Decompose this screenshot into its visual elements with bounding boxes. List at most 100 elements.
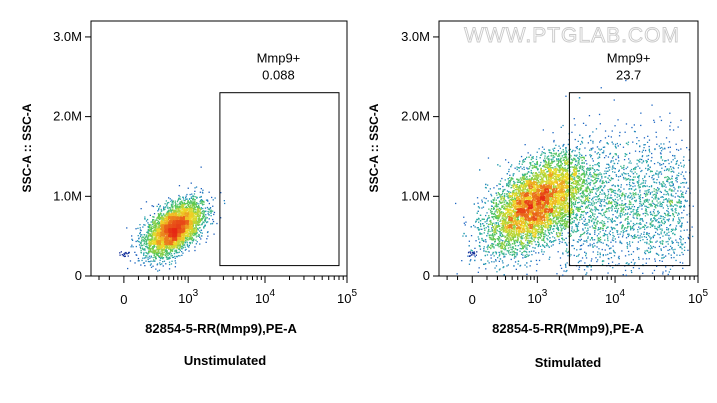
event-dot xyxy=(171,256,174,259)
event-dot xyxy=(686,147,688,149)
event-dot xyxy=(596,260,598,263)
event-dot xyxy=(183,228,185,231)
event-dot xyxy=(159,255,161,257)
event-dot xyxy=(582,222,584,225)
event-dot xyxy=(590,139,592,142)
event-dot xyxy=(141,247,144,249)
event-dot xyxy=(185,231,188,233)
event-dot xyxy=(173,216,175,218)
event-dot xyxy=(152,247,154,250)
event-dot xyxy=(641,158,643,161)
event-dot xyxy=(161,250,163,252)
event-dot xyxy=(201,232,203,234)
event-dot xyxy=(162,251,164,253)
stimulated-panel: 01.0M2.0M3.0M0 103 104 105 Mmp9+ 23.7 SSC-A… xyxy=(367,20,708,370)
event-dot xyxy=(145,251,147,254)
event-dot xyxy=(195,204,197,206)
event-dot xyxy=(192,225,194,228)
event-dot xyxy=(148,250,151,253)
event-dot xyxy=(574,150,576,152)
event-dot xyxy=(655,136,658,138)
event-dot xyxy=(185,210,188,212)
event-dot xyxy=(485,197,487,200)
event-dot xyxy=(656,143,658,145)
event-dot xyxy=(163,245,165,247)
event-dot xyxy=(164,225,167,227)
event-dot xyxy=(170,240,173,242)
event-dot xyxy=(651,156,653,159)
event-dot xyxy=(177,209,180,211)
event-dot xyxy=(605,155,607,157)
event-dot xyxy=(645,222,648,224)
event-dot xyxy=(672,154,674,157)
event-dot xyxy=(642,272,644,274)
event-dot xyxy=(599,181,601,183)
event-dot xyxy=(171,225,173,228)
event-dot xyxy=(648,145,650,148)
event-dot xyxy=(161,214,163,217)
event-dot xyxy=(171,242,173,245)
event-dot xyxy=(171,233,173,235)
event-dot xyxy=(163,225,165,227)
event-dot xyxy=(661,196,663,198)
event-dot xyxy=(173,238,175,240)
event-dot xyxy=(163,208,165,210)
event-dot xyxy=(174,228,176,230)
event-dot xyxy=(607,253,609,256)
event-dot xyxy=(159,259,161,261)
event-dot xyxy=(662,271,664,273)
event-dot xyxy=(177,224,180,226)
event-dot xyxy=(181,224,183,227)
event-dot xyxy=(154,223,156,225)
event-dot xyxy=(182,211,184,213)
event-dot xyxy=(675,225,678,227)
event-dot xyxy=(160,245,162,247)
event-dot xyxy=(194,206,196,208)
event-dot xyxy=(617,257,620,259)
event-dot xyxy=(195,234,197,236)
event-dot xyxy=(156,235,158,237)
event-dot xyxy=(474,247,476,249)
event-dot xyxy=(172,235,174,237)
event-dot xyxy=(163,221,165,223)
event-dot xyxy=(578,239,580,241)
event-dot xyxy=(559,257,562,259)
event-dot xyxy=(660,249,662,251)
event-dot xyxy=(637,165,639,167)
event-dot xyxy=(589,226,591,228)
event-dot xyxy=(672,166,674,169)
event-dot xyxy=(158,243,161,246)
event-dot xyxy=(158,235,160,238)
event-dot xyxy=(151,242,153,244)
event-dot xyxy=(153,232,155,234)
event-dot xyxy=(607,156,610,158)
event-dot xyxy=(149,245,152,247)
event-dot xyxy=(651,175,654,177)
event-dot xyxy=(597,259,599,261)
event-dot xyxy=(144,245,147,248)
event-dot xyxy=(183,223,185,225)
event-dot xyxy=(151,236,154,238)
event-dot xyxy=(177,242,179,244)
event-dot xyxy=(688,149,690,151)
event-dot xyxy=(584,262,586,264)
event-dot xyxy=(638,258,640,260)
event-dot xyxy=(174,224,177,227)
event-dot xyxy=(165,221,167,223)
event-dot xyxy=(145,235,147,238)
event-dot xyxy=(645,262,647,264)
event-dot xyxy=(181,248,183,250)
event-dot xyxy=(197,212,199,214)
event-dot xyxy=(156,230,159,232)
event-dot xyxy=(632,251,635,253)
event-dot xyxy=(140,234,142,236)
event-dot xyxy=(183,204,185,206)
event-dot xyxy=(608,232,610,234)
event-dot xyxy=(615,216,617,218)
event-dot xyxy=(182,241,184,243)
event-dot xyxy=(191,193,193,195)
event-dot xyxy=(163,234,165,236)
event-dot xyxy=(160,252,162,254)
event-dot xyxy=(152,243,154,245)
event-dot xyxy=(677,190,679,192)
